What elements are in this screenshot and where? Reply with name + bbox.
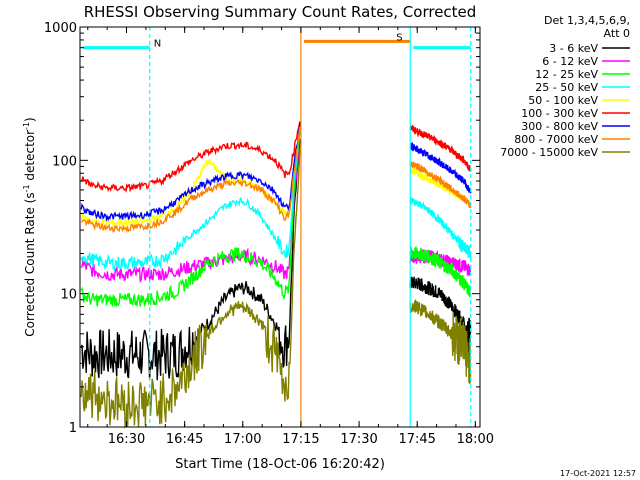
x-tick-label: 17:45 bbox=[398, 432, 435, 447]
series-line bbox=[80, 126, 301, 234]
y-tick-label: 10 bbox=[60, 288, 77, 303]
series-line bbox=[409, 141, 472, 194]
series-300to800keV-keV bbox=[80, 122, 472, 223]
series-line bbox=[80, 129, 301, 284]
series-100to300keV-keV bbox=[80, 121, 472, 194]
series-line bbox=[80, 125, 301, 272]
series-line bbox=[409, 161, 472, 209]
legend-title-line-2: Att 0 bbox=[604, 27, 630, 40]
series-line bbox=[80, 121, 301, 194]
flag-label: N bbox=[154, 39, 161, 50]
legend-item-label: 100 - 300 keV bbox=[521, 107, 598, 120]
legend-title-line-1: Det 1,3,4,5,6,9, bbox=[544, 14, 630, 27]
x-tick-label: 17:00 bbox=[224, 432, 261, 447]
legend-item-label: 12 - 25 keV bbox=[535, 68, 598, 81]
plot-frame bbox=[79, 26, 481, 428]
y-tick-label: 1 bbox=[69, 421, 77, 436]
series-line bbox=[409, 246, 472, 297]
x-tick-label: 17:15 bbox=[282, 432, 319, 447]
series-line bbox=[80, 138, 301, 381]
series-line bbox=[80, 147, 301, 429]
series-line bbox=[80, 129, 301, 308]
series-800to7000keV-keV bbox=[80, 126, 472, 234]
series-25to50keV-keV bbox=[80, 125, 472, 272]
x-tick-label: 16:30 bbox=[108, 432, 145, 447]
x-axis-label: Start Time (18-Oct-06 16:20:42) bbox=[175, 457, 385, 472]
series-line bbox=[409, 197, 472, 261]
legend-item-label: 25 - 50 keV bbox=[535, 81, 598, 94]
y-tick-label: 1000 bbox=[44, 21, 77, 36]
legend-item-label: 50 - 100 keV bbox=[528, 94, 598, 107]
footer-date: 17-Oct-2021 12:57 bbox=[560, 469, 636, 478]
legend-item-label: 3 - 6 keV bbox=[549, 42, 598, 55]
series-12to25keV-keV bbox=[80, 129, 472, 308]
series-line bbox=[409, 299, 472, 384]
series-line bbox=[409, 124, 472, 172]
y-axis-label: Corrected Count Rate (s-1 detector-1) bbox=[22, 117, 37, 336]
x-tick-label: 18:00 bbox=[457, 432, 494, 447]
x-tick-label: 17:30 bbox=[340, 432, 377, 447]
x-tick-label: 16:45 bbox=[166, 432, 203, 447]
legend-item-label: 300 - 800 keV bbox=[521, 120, 598, 133]
legend-item-label: 6 - 12 keV bbox=[542, 55, 598, 68]
chart-title: RHESSI Observing Summary Count Rates, Co… bbox=[84, 3, 477, 21]
series-line bbox=[80, 122, 301, 223]
legend-item-label: 800 - 7000 keV bbox=[514, 133, 598, 146]
flag-label: S bbox=[396, 32, 402, 43]
y-tick-label: 100 bbox=[52, 154, 77, 169]
series-7000to15000keV-keV bbox=[80, 147, 472, 429]
legend-item-label: 7000 - 15000 keV bbox=[500, 146, 598, 159]
